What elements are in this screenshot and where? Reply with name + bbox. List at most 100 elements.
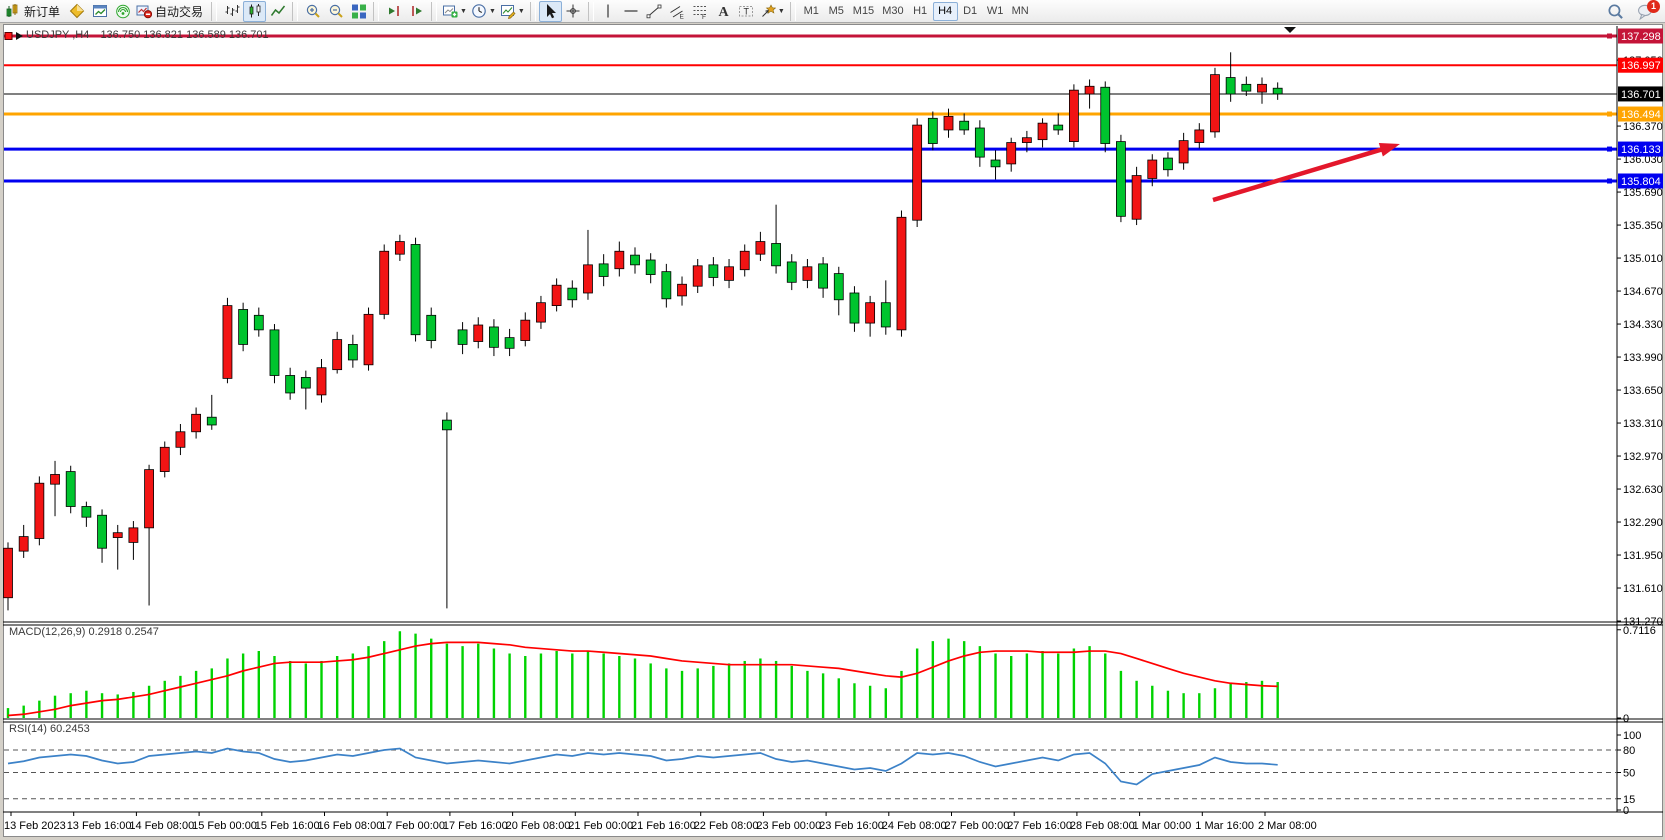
toolbar-chart-window-button[interactable]	[88, 1, 111, 22]
price-tick-label: 133.990	[1623, 352, 1663, 364]
candle-body	[65, 471, 76, 507]
chart-window-icon	[92, 3, 108, 19]
candle-body	[426, 314, 437, 341]
date-label: 21 Feb 16:00	[631, 820, 696, 832]
toolbar-text-button[interactable]: A	[712, 1, 735, 22]
hline-handle[interactable]	[1607, 111, 1612, 117]
candle-body	[253, 314, 264, 331]
tline-icon	[646, 3, 662, 19]
timeframe-m5-button[interactable]: M5	[824, 2, 849, 21]
price-label-box	[1618, 57, 1663, 73]
timeframe-h4-button[interactable]: H4	[932, 1, 958, 21]
hline-handle[interactable]	[4, 32, 13, 40]
toolbar-autoscroll-button[interactable]	[405, 1, 428, 22]
trend-arrow-line[interactable]	[1212, 146, 1386, 203]
toolbar-newchart-button[interactable]: ▼	[440, 1, 469, 22]
label-icon: T	[738, 3, 754, 19]
toolbar-channel-button[interactable]: E	[666, 1, 689, 22]
dropdown-arrow-icon[interactable]: ▼	[517, 7, 525, 15]
timeframe-m1-button[interactable]: M1	[799, 2, 824, 21]
candle-body	[771, 243, 781, 267]
candle-body	[1131, 175, 1142, 220]
order-icon	[5, 3, 21, 19]
toolbar-zoomout-button[interactable]	[324, 1, 347, 22]
candle-body	[285, 375, 296, 394]
toolbar-separator	[431, 1, 438, 21]
toolbar-crosshair-button[interactable]	[562, 1, 585, 22]
dropdown-arrow-icon[interactable]: ▼	[777, 7, 785, 15]
candle-body	[1210, 74, 1220, 133]
rsi-axis-label: 80	[1623, 745, 1635, 757]
hline-handle[interactable]	[1607, 178, 1612, 184]
price-tick-label: 133.650	[1623, 385, 1663, 397]
candle-body	[865, 302, 876, 324]
price-label-box	[1618, 86, 1663, 102]
toolbar-linechart-button[interactable]	[266, 1, 289, 22]
candle-body	[394, 241, 405, 255]
search-button[interactable]	[1603, 1, 1627, 22]
horizontal-price-lines	[4, 32, 1617, 184]
candle-body	[379, 250, 390, 315]
toolbar-template-button[interactable]: ▼	[498, 1, 527, 22]
candle-body	[630, 254, 640, 266]
candle-body	[50, 474, 60, 485]
hline-handle[interactable]	[1607, 146, 1612, 152]
hline-handle[interactable]	[1607, 33, 1612, 39]
toolbar-label-button[interactable]: T	[735, 1, 758, 22]
candle-body	[1194, 129, 1205, 143]
toolbar-fibo-button[interactable]: F	[689, 1, 712, 22]
zoomin-icon	[305, 3, 321, 19]
toolbar-hline-button[interactable]	[620, 1, 643, 22]
timeframe-h1-button[interactable]: H1	[908, 2, 933, 21]
toolbar-separator	[373, 1, 380, 21]
toolbar-tile-button[interactable]	[347, 1, 370, 22]
toolbar-vline-button[interactable]	[597, 1, 620, 22]
candle-body	[3, 547, 13, 599]
toolbar-market-button[interactable]	[65, 1, 88, 22]
price-tick-label: 131.610	[1623, 583, 1663, 595]
toolbar-shapes-button[interactable]: ▼	[758, 1, 787, 22]
timeframe-m30-button[interactable]: M30	[878, 2, 907, 21]
trend-arrow-head[interactable]	[1378, 143, 1400, 157]
candle-body	[536, 302, 546, 323]
toolbar-shift-button[interactable]	[382, 1, 405, 22]
toolbar-cursor-button[interactable]	[538, 0, 562, 22]
chat-button[interactable]: 1	[1633, 0, 1660, 22]
toolbar-period-button[interactable]: ▼	[469, 1, 498, 22]
timeframe-m15-button[interactable]: M15	[849, 2, 878, 21]
rsi-indicator-label: RSI(14) 60.2453	[9, 723, 90, 735]
candle-body	[473, 324, 484, 342]
candle-body	[849, 292, 860, 324]
candle-body	[551, 284, 562, 307]
price-tick-label: 135.690	[1623, 187, 1663, 199]
date-label: 17 Feb 16:00	[443, 820, 508, 832]
toolbar-zoomin-button[interactable]	[301, 1, 324, 22]
date-label: 2 Mar 08:00	[1258, 820, 1317, 832]
toolbar-tline-button[interactable]	[643, 1, 666, 22]
chart-symbol-title: USDJPY ,H4 136.750 136.821 136.589 136.7…	[26, 29, 269, 41]
timeframe-w1-button[interactable]: W1	[983, 2, 1008, 21]
candle-body	[144, 469, 154, 529]
dropdown-arrow-icon[interactable]: ▼	[460, 7, 467, 15]
toolbar-order-button[interactable]: 新订单	[3, 1, 65, 22]
scroll-to-end-icon[interactable]	[1284, 27, 1296, 33]
date-label: 20 Feb 08:00	[506, 820, 571, 832]
candle-body	[614, 250, 625, 270]
candle-body	[81, 506, 92, 518]
candle-body	[18, 536, 29, 552]
timeframe-mn-button[interactable]: MN	[1008, 2, 1033, 21]
candle-body	[692, 265, 703, 287]
timeframe-d1-button[interactable]: D1	[958, 2, 983, 21]
toolbar-autotrade-button[interactable]: 自动交易	[134, 1, 208, 22]
dropdown-arrow-icon[interactable]: ▼	[488, 7, 496, 15]
candle-body	[128, 527, 139, 543]
toolbar-signal-button[interactable]	[111, 1, 134, 22]
toolbar-bars-button[interactable]	[220, 1, 243, 22]
toolbar-candles-button[interactable]	[243, 0, 267, 22]
candle-body	[598, 263, 609, 277]
candle-body	[974, 127, 985, 158]
symbol-period-label: USDJPY ,H4	[26, 29, 90, 41]
price-tick-label: 134.330	[1623, 319, 1663, 331]
candle-body	[583, 264, 593, 294]
date-label: 22 Feb 08:00	[694, 820, 759, 832]
